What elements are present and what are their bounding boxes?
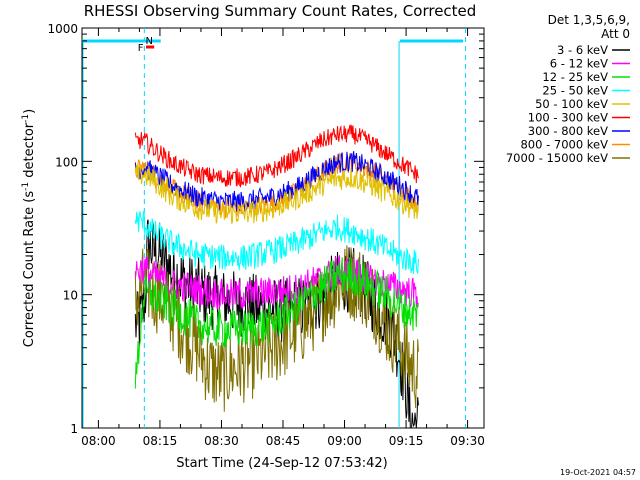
legend-label: 12 - 25 keV — [542, 70, 608, 84]
x-tick-label: 08:00 — [81, 434, 116, 448]
detector-info-line1: Det 1,3,5,6,9, — [548, 13, 630, 27]
x-tick-label: 09:00 — [327, 434, 362, 448]
legend-label: 6 - 12 keV — [550, 57, 608, 71]
series-line — [134, 124, 419, 188]
legend-label: 7000 - 15000 keV — [506, 151, 608, 165]
y-axis-label: Corrected Count Rate (s-1 detector-1) — [21, 109, 37, 347]
legend-label: 3 - 6 keV — [557, 43, 608, 57]
series-line — [134, 163, 419, 224]
y-tick-label: 1 — [70, 422, 78, 436]
legend-label: 100 - 300 keV — [528, 111, 608, 125]
y-axis-label-end: ) — [22, 109, 37, 114]
flag-label-n: N — [146, 36, 153, 47]
ticks-layer: 08:00 08:15 08:30 08:45 09:00 09:15 09:30 1 10 10… — [47, 22, 484, 448]
x-tick-label: 08:15 — [143, 434, 178, 448]
x-axis-label: Start Time (24-Sep-12 07:53:42) — [176, 456, 387, 471]
detector-info-line2: Att 0 — [601, 27, 630, 41]
chart-title: RHESSI Observing Summary Count Rates, Co… — [84, 2, 477, 20]
flag-label-f: F — [138, 43, 144, 54]
y-axis-label-sup1: -1 — [21, 182, 31, 191]
y-tick-label: 1000 — [47, 22, 78, 36]
y-tick-label: 100 — [55, 155, 78, 169]
legend-label: 50 - 100 keV — [535, 97, 608, 111]
y-axis-label-mid: detector — [22, 122, 37, 182]
x-tick-label: 08:30 — [204, 434, 239, 448]
timestamp: 19-Oct-2021 04:57 — [560, 468, 636, 477]
series-layer — [134, 124, 419, 429]
legend-label: 800 - 7000 keV — [520, 138, 608, 152]
legend-label: 300 - 800 keV — [528, 124, 608, 138]
x-tick-label: 09:30 — [450, 434, 485, 448]
series-line — [134, 257, 419, 389]
y-tick-label: 10 — [63, 289, 78, 303]
series-line — [134, 210, 419, 274]
series-line — [134, 255, 419, 310]
y-axis-label-sup2: -1 — [21, 114, 31, 123]
legend-label: 25 - 50 keV — [542, 84, 608, 98]
x-tick-label: 09:15 — [389, 434, 424, 448]
y-axis-label-main: Corrected Count Rate (s — [22, 191, 37, 348]
x-tick-label: 08:45 — [266, 434, 301, 448]
series-line — [134, 153, 419, 219]
